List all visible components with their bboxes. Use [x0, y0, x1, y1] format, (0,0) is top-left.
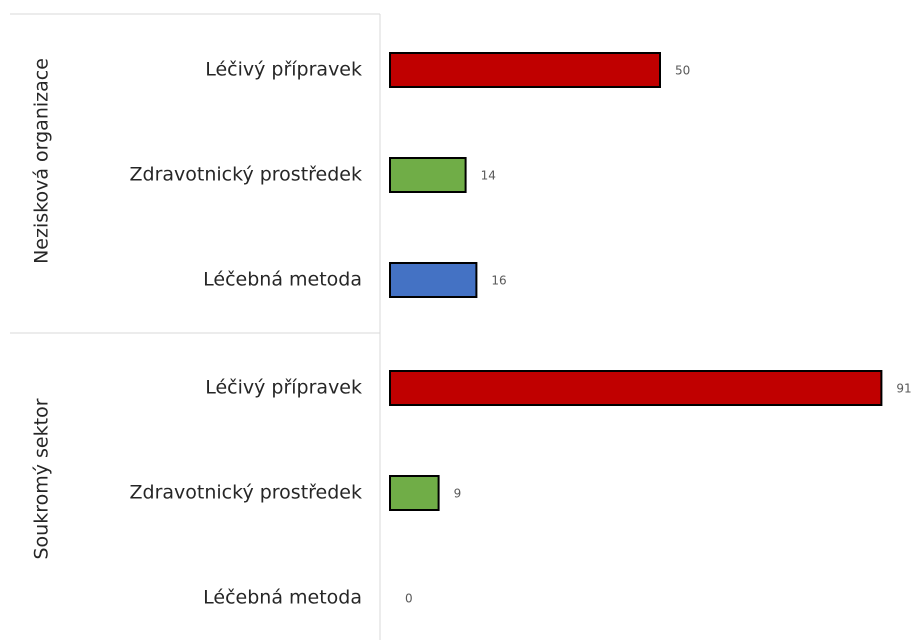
bar: [389, 52, 661, 88]
value-label: 9: [454, 487, 462, 501]
value-label: 14: [481, 169, 496, 183]
value-label: 50: [675, 64, 690, 78]
category-label: Zdravotnický prostředek: [130, 164, 363, 186]
bar: [389, 262, 478, 298]
value-label: 0: [405, 592, 413, 606]
bar: [389, 157, 467, 193]
group-label: Nezisková organizace: [31, 58, 53, 264]
bar: [389, 475, 440, 511]
category-label: Zdravotnický prostředek: [130, 482, 363, 504]
category-label: Léčebná metoda: [203, 269, 362, 291]
category-label: Léčivý přípravek: [205, 59, 362, 81]
value-label: 91: [896, 382, 911, 396]
group-label: Soukromý sektor: [31, 398, 53, 559]
bar: [389, 370, 883, 406]
value-label: 16: [491, 274, 506, 288]
category-label: Léčivý přípravek: [205, 377, 362, 399]
category-label: Léčebná metoda: [203, 587, 362, 609]
